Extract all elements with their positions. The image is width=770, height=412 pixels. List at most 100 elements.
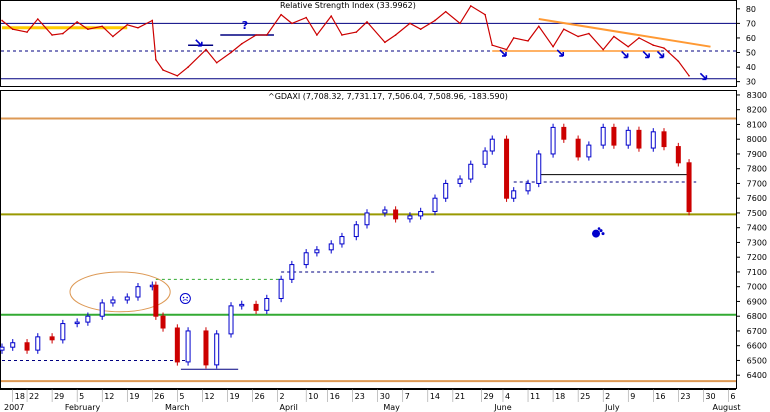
rsi-point (126, 24, 129, 26)
price-ytick-label: 7900 (747, 150, 767, 159)
rsi-point (638, 37, 640, 39)
price-ytick-label: 7600 (747, 194, 767, 203)
candle-body (575, 138, 581, 158)
rsi-frame (0, 0, 737, 87)
price-ytick-label: 7200 (747, 253, 767, 262)
month-label: March (165, 403, 189, 412)
candle-body (339, 236, 345, 245)
rsi-point (602, 48, 604, 51)
x-tick-label: 4 (505, 392, 510, 401)
candle-body (60, 323, 66, 341)
rsi-ytick-label: 80 (746, 5, 756, 14)
candle-body (625, 129, 631, 146)
price-ytick-label: 6500 (747, 356, 767, 365)
rsi-point (627, 45, 630, 48)
rsi-point (26, 31, 28, 33)
rsi-title: Relative Strength Index (33.9962) (280, 1, 416, 10)
paw-toe (597, 227, 601, 230)
rsi-point (563, 28, 565, 31)
rsi-ytick-label: 60 (746, 34, 756, 43)
x-tick-label: 22 (29, 392, 39, 401)
rsi-point (240, 42, 243, 45)
x-tick-label: 26 (154, 392, 164, 401)
x-tick-label: 23 (680, 392, 690, 401)
rsi-point (577, 35, 579, 38)
month-label: August (713, 403, 741, 412)
month-label: April (280, 403, 298, 412)
rsi-point (469, 5, 472, 7)
x-tick-label: 2 (280, 392, 285, 401)
rsi-point (537, 25, 540, 28)
price-ytick-label: 7000 (747, 283, 767, 292)
candle-body (432, 197, 438, 212)
candle-body (686, 162, 692, 213)
x-tick-label: 10 (308, 392, 318, 401)
x-tick-label: 5 (79, 392, 84, 401)
rsi-ytick-label: 30 (746, 78, 756, 87)
x-tick-label: 23 (355, 392, 365, 401)
candle-body (443, 182, 449, 199)
candle-body (0, 346, 5, 351)
rsi-point (527, 40, 529, 42)
x-tick-label: 30 (705, 392, 715, 401)
candle-body (303, 252, 309, 266)
x-tick-label: 29 (54, 392, 64, 401)
x-tick-label: 16 (330, 392, 340, 401)
candle-body (10, 342, 16, 348)
rsi-point (316, 34, 318, 36)
x-tick-label: 6 (730, 392, 735, 401)
price-ytick-label: 8200 (747, 106, 767, 115)
month-label: February (65, 403, 101, 412)
price-ytick-label: 7100 (747, 268, 767, 277)
month-label: 2007 (4, 403, 24, 412)
candle-body (457, 178, 463, 184)
candle-body (49, 336, 55, 341)
x-tick-label: 9 (630, 392, 635, 401)
rsi-point (36, 18, 39, 20)
rsi-point (205, 48, 207, 51)
rsi-point (434, 19, 436, 22)
arrow-icon (699, 72, 708, 81)
rsi-point (305, 16, 307, 19)
rsi-point (459, 22, 461, 25)
candle-body (74, 321, 80, 325)
candle-body (24, 342, 30, 351)
price-title: ^GDAXI (7,708.32, 7,731.17, 7,506.04, 7,… (268, 92, 508, 101)
x-tick-label: 12 (204, 392, 214, 401)
rsi-point (176, 75, 179, 77)
rsi-point (230, 51, 232, 54)
candle-body (278, 278, 284, 300)
x-tick-label: 16 (655, 392, 665, 401)
rsi-point (394, 34, 397, 36)
x-tick-label: 2 (605, 392, 610, 401)
candle-body (418, 210, 424, 217)
paw-toe (601, 232, 605, 236)
candle-body (468, 163, 474, 180)
candle-body (536, 153, 542, 184)
rsi-point (512, 37, 515, 39)
rsi-point (355, 31, 358, 33)
x-tick-label: 7 (405, 392, 410, 401)
paw-icon (592, 229, 601, 238)
candle-body (550, 126, 556, 155)
x-tick-label: 30 (380, 392, 390, 401)
x-tick-label: 25 (580, 392, 590, 401)
candle-body (382, 209, 388, 214)
rsi-point (588, 32, 590, 35)
paw-toe (599, 229, 603, 233)
x-tick-label: 26 (254, 392, 264, 401)
arrow-icon (656, 50, 665, 59)
candle-body (135, 286, 141, 298)
rsi-point (266, 34, 268, 36)
candle-body (561, 126, 567, 140)
x-tick-label: 19 (229, 392, 239, 401)
candle-body (407, 215, 413, 220)
candle-body (153, 284, 159, 317)
x-tick-label: 21 (455, 392, 465, 401)
candle-body (110, 299, 116, 304)
rsi-point (101, 25, 103, 28)
candle-body (611, 126, 617, 146)
rsi-point (112, 35, 114, 38)
price-ytick-label: 6900 (747, 297, 767, 306)
smiley-icon (179, 293, 191, 304)
